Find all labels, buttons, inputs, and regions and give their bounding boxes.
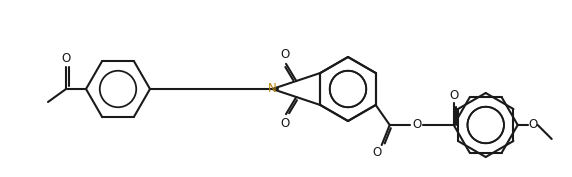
Text: O: O: [449, 88, 458, 101]
Text: O: O: [280, 48, 289, 61]
Text: O: O: [372, 145, 382, 158]
Text: O: O: [61, 53, 70, 65]
Text: O: O: [280, 117, 289, 130]
Text: O: O: [412, 118, 422, 132]
Text: N: N: [268, 82, 277, 96]
Text: O: O: [528, 118, 537, 132]
